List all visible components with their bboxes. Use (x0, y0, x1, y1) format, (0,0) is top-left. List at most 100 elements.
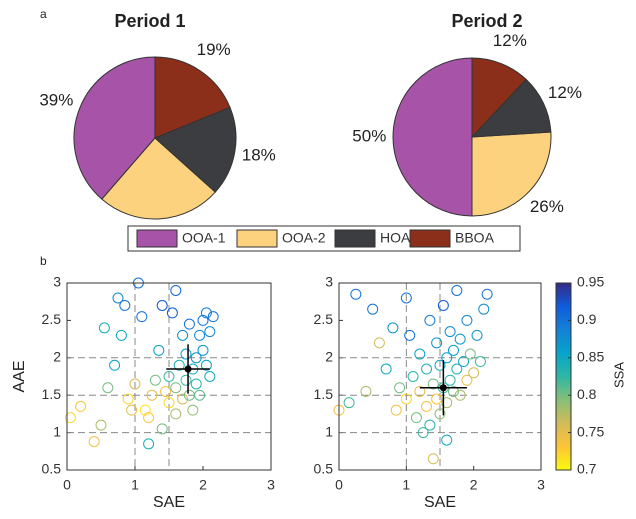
scatter-point (451, 284, 463, 296)
scatter-point (200, 359, 212, 371)
panel-label: a (40, 7, 47, 21)
scatter-point (437, 299, 449, 311)
scatter-point (431, 337, 443, 349)
legend-label: BBOA (455, 230, 495, 246)
pie-slice (471, 131, 552, 217)
scatter-point (350, 288, 362, 300)
scatter-point (461, 314, 473, 326)
scatter-point (180, 374, 192, 386)
mean-point (439, 384, 447, 392)
colorbar-label: SSA (611, 362, 626, 388)
scatter-point (190, 378, 202, 390)
scatter-point (454, 389, 466, 401)
scatter-point (170, 408, 182, 420)
legend-swatch (334, 229, 376, 248)
pie-value-label: 19% (197, 40, 231, 59)
scatter-point (373, 337, 385, 349)
scatter-point (146, 389, 158, 401)
scatter-point (64, 412, 76, 424)
scatter-point (447, 344, 459, 356)
scatter-point (153, 344, 165, 356)
x-axis-label: SAE (424, 494, 456, 511)
scatter-point (427, 378, 439, 390)
pie-slice (471, 57, 527, 139)
scatter-point (143, 412, 155, 424)
y-tick-label: 1 (325, 423, 333, 439)
scatter-point (163, 371, 175, 382)
scatter-point (204, 371, 216, 382)
pie-value-label: 26% (530, 197, 564, 216)
scatter-point (417, 427, 429, 439)
scatter-point (407, 371, 419, 382)
scatter-point (177, 393, 189, 405)
scatter-point (478, 303, 490, 315)
scatter-point (129, 378, 141, 390)
axes-frame (338, 282, 542, 471)
colorbar-tick-label: 0.9 (577, 311, 597, 327)
x-tick-label: 1 (402, 477, 410, 493)
scatter-point (75, 400, 87, 412)
scatter-point (461, 374, 473, 386)
colorbar-tick-label: 0.7 (577, 461, 597, 477)
y-axis-label: AAE (11, 360, 28, 392)
scatter-point (122, 393, 134, 405)
scatter-point (380, 363, 392, 375)
scatter-point (444, 326, 456, 338)
pie-title: Period 1 (114, 11, 185, 31)
pie-value-label: 50% (352, 126, 386, 145)
colorbar-tick-label: 0.75 (577, 423, 604, 439)
scatter-point (173, 359, 185, 371)
y-tick-label: 2.5 (42, 311, 62, 327)
y-tick-label: 1.5 (42, 386, 62, 402)
legend-label: OOA-1 (182, 230, 226, 246)
colorbar-tick-label: 0.8 (577, 386, 597, 402)
scatter-point (434, 408, 446, 420)
scatter-point (414, 348, 426, 360)
scatter-point (471, 329, 483, 341)
x-tick-label: 0 (335, 477, 343, 493)
pie-value-label: 39% (39, 91, 73, 110)
x-tick-label: 2 (199, 477, 207, 493)
pie-slice (101, 137, 217, 220)
scatter-point (200, 307, 212, 319)
scatter-point (194, 389, 206, 401)
scatter-point (197, 314, 209, 326)
scatter-point (156, 299, 168, 311)
scatter-point (447, 385, 459, 397)
x-tick-label: 0 (63, 477, 71, 493)
scatter-point (343, 397, 355, 409)
pie-title: Period 2 (451, 11, 522, 31)
scatter-point (170, 284, 182, 296)
scatter-point (404, 329, 416, 341)
scatter-point (360, 385, 372, 397)
y-tick-label: 2 (325, 349, 333, 365)
pie-slice (392, 57, 473, 217)
scatter-point (194, 329, 206, 341)
scatter-point (112, 292, 124, 304)
scatter-point (109, 359, 121, 371)
scatter-point (190, 352, 202, 364)
scatter-point (434, 359, 446, 371)
panel-label: b (40, 254, 47, 268)
x-tick-label: 3 (537, 477, 545, 493)
scatter-point (454, 333, 466, 345)
y-tick-label: 0.5 (314, 461, 334, 477)
scatter-point (444, 374, 456, 386)
colorbar-tick-label: 0.95 (577, 274, 604, 290)
scatter-point (136, 311, 148, 323)
scatter-point (424, 419, 436, 431)
legend-swatch (136, 229, 178, 248)
y-tick-label: 3 (53, 274, 61, 290)
scatter-point (183, 318, 195, 330)
scatter-point (139, 404, 151, 416)
y-tick-label: 1.5 (314, 386, 334, 402)
scatter-point (394, 382, 406, 394)
pie-slice (154, 106, 237, 193)
scatter-point (119, 299, 131, 311)
scatter-point (207, 311, 219, 323)
x-tick-label: 1 (131, 477, 139, 493)
scatter-point (451, 363, 463, 375)
y-tick-label: 3 (325, 274, 333, 290)
scatter-point (390, 404, 402, 416)
scatter-point (424, 314, 436, 326)
